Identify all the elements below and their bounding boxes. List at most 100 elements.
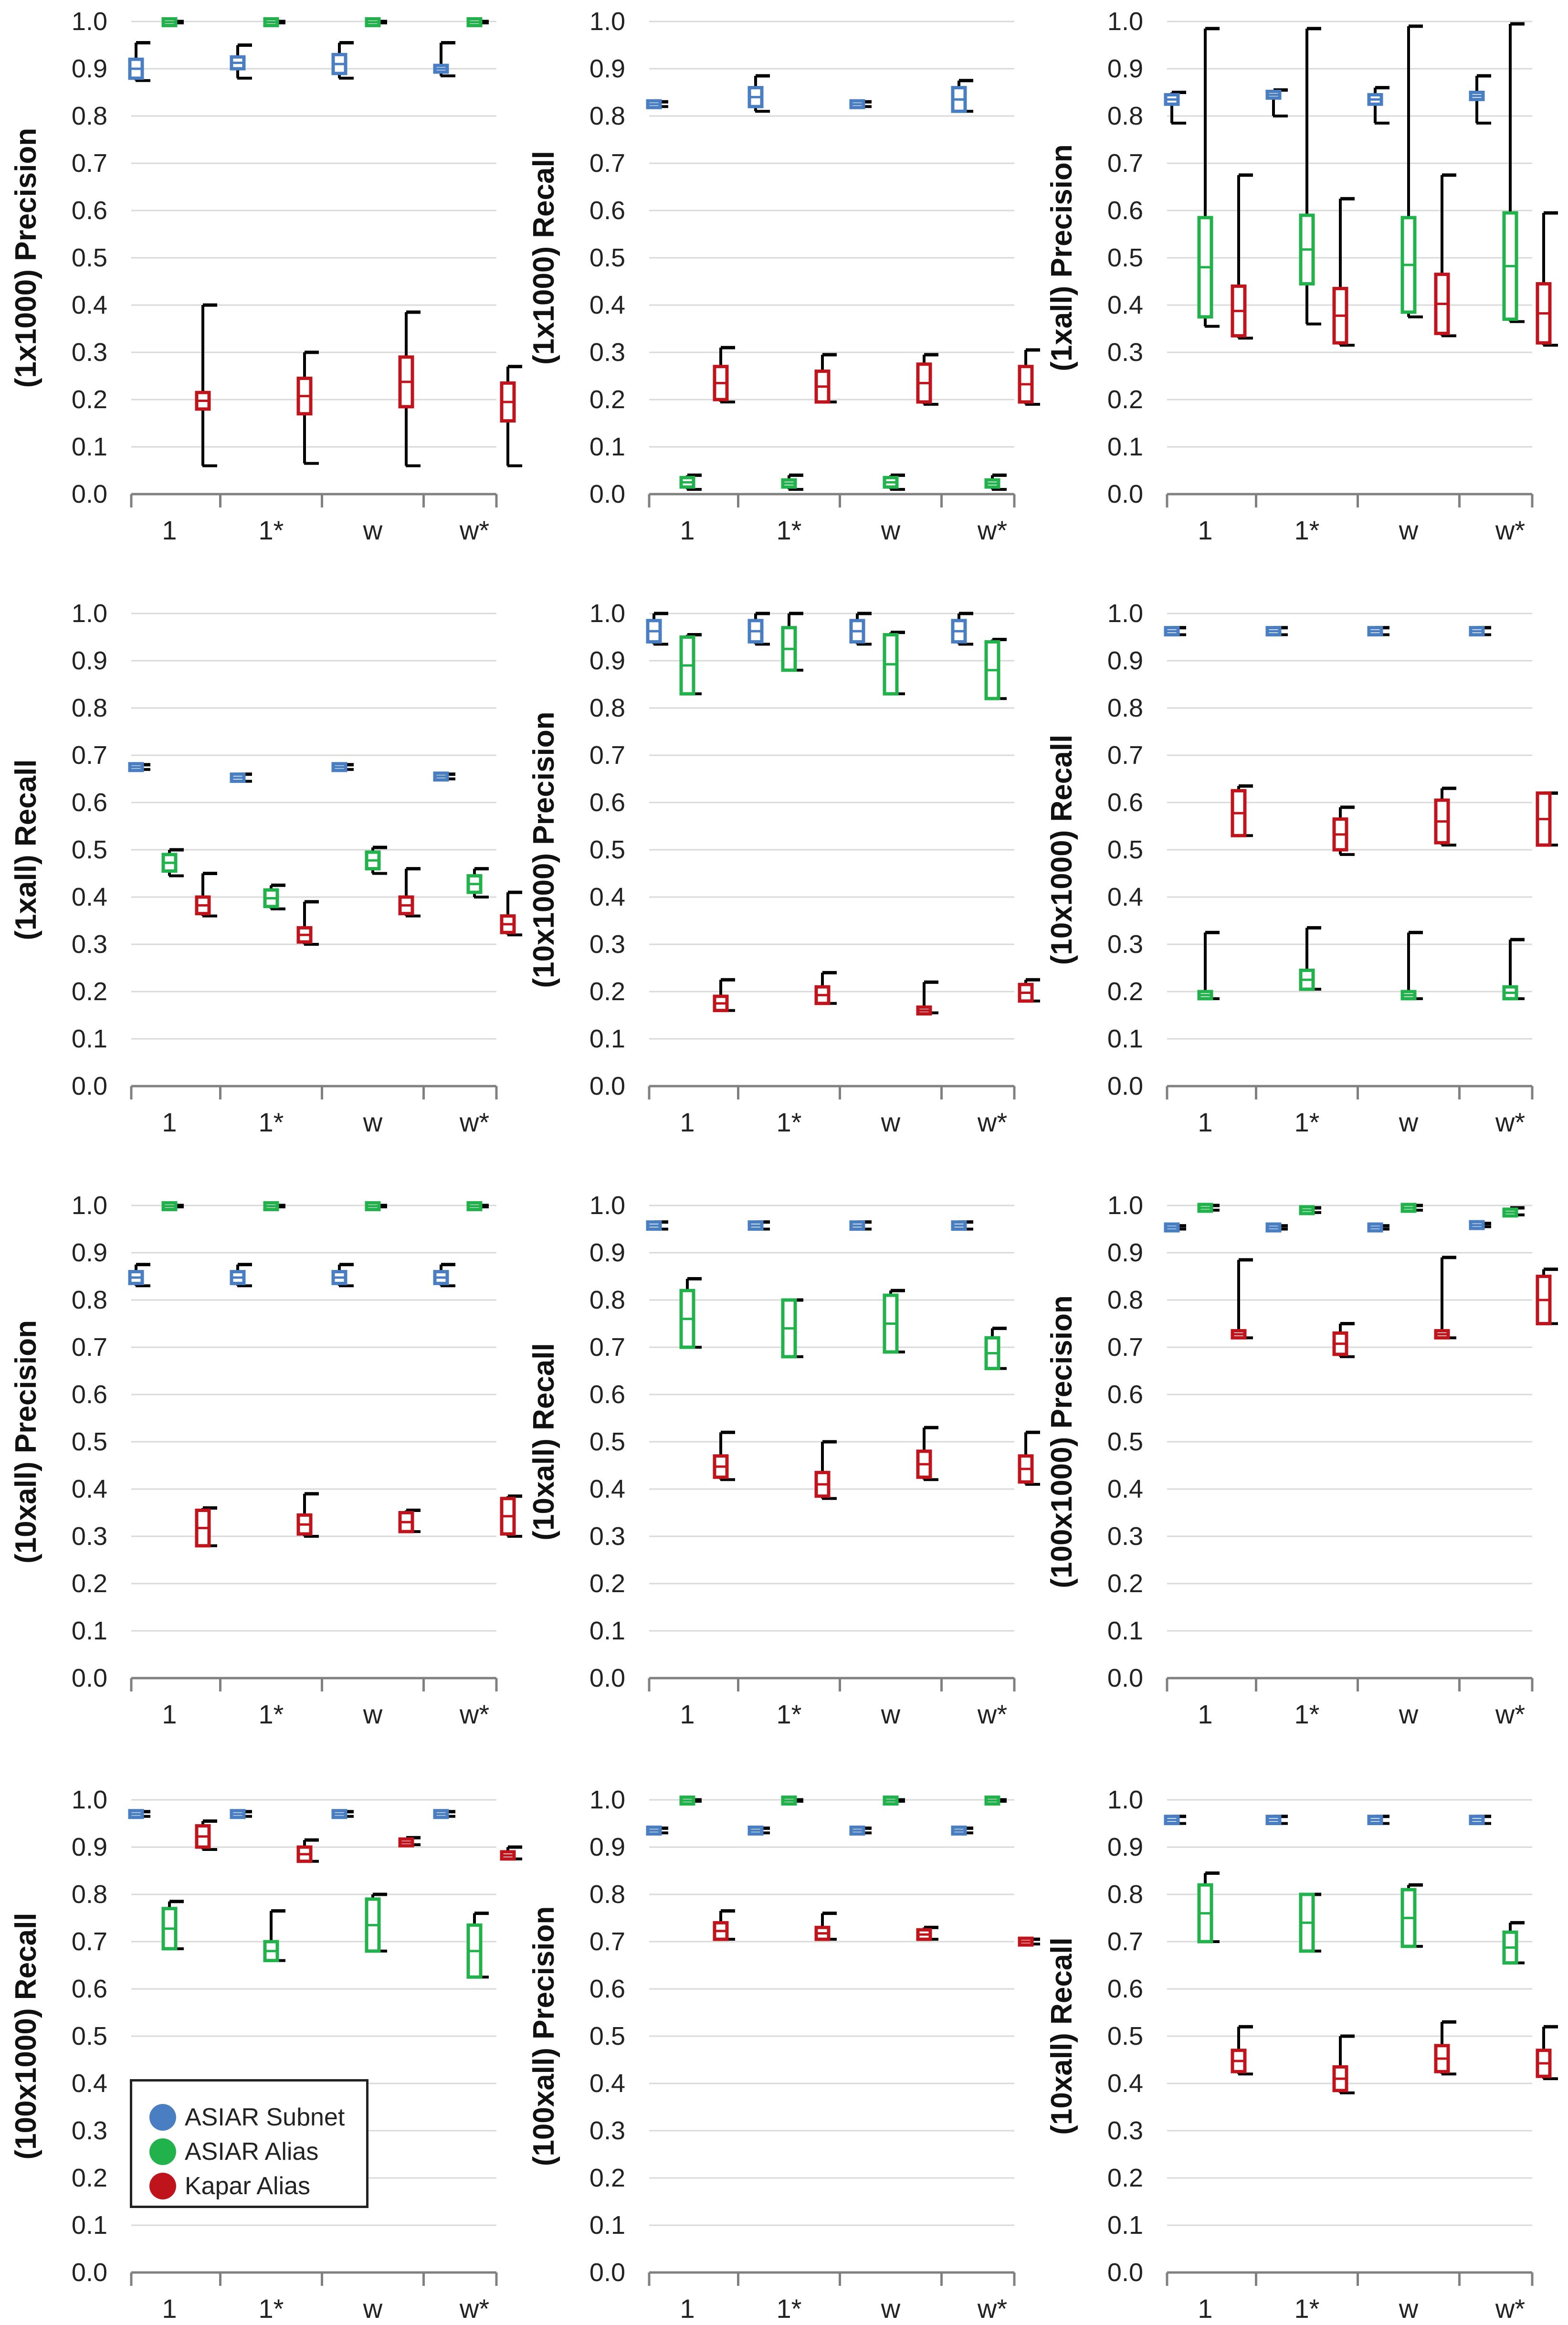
x-tick-label: 1 [1198,1699,1212,1729]
y-tick-label: 0.5 [72,835,107,864]
x-tick-label: 1 [680,515,695,545]
y-tick-label: 0.5 [589,1427,625,1456]
y-tick-label: 0.9 [1107,54,1143,83]
y-tick-label: 0.2 [1107,2164,1143,2192]
x-tick-label: 1* [777,2293,802,2324]
x-tick-label: w* [1495,515,1525,545]
y-tick-label: 0.7 [1107,1927,1143,1956]
y-tick-label: 1.0 [589,1786,625,1814]
y-tick-label: 0.3 [589,1522,625,1551]
y-tick-label: 1.0 [589,7,625,36]
y-tick-label: 1.0 [1107,1191,1143,1220]
y-tick-label: 1.0 [589,1191,625,1220]
y-tick-label: 1.0 [72,1191,107,1220]
y-axis-label: (1x1000) Recall [527,151,560,365]
x-tick-label: 1 [680,1107,695,1137]
y-tick-label: 0.4 [72,291,107,319]
y-tick-label: 0.0 [589,2258,625,2287]
x-tick-label: w [1399,1699,1419,1729]
y-tick-label: 1.0 [1107,7,1143,36]
y-tick-label: 0.7 [589,149,625,178]
y-tick-label: 0.9 [72,646,107,675]
y-tick-label: 0.4 [1107,2069,1143,2098]
legend-item-asiar-alias: ASIAR Alias [149,2135,318,2168]
y-tick-label: 0.0 [1107,1664,1143,1692]
y-tick-label: 0.9 [589,1833,625,1861]
y-tick-label: 0.4 [72,2069,107,2098]
x-tick-label: w* [977,1699,1007,1729]
x-tick-label: w* [1495,1699,1525,1729]
y-tick-label: 0.4 [1107,291,1143,319]
legend-item-kapar-alias: Kapar Alias [149,2169,310,2203]
y-tick-label: 0.5 [72,2022,107,2050]
y-tick-label: 0.1 [1107,433,1143,461]
y-tick-label: 0.5 [72,1427,107,1456]
x-tick-label: 1 [162,1107,177,1137]
y-tick-label: 0.1 [72,433,107,461]
y-tick-label: 0.0 [72,1664,107,1692]
x-tick-label: w [1399,2293,1419,2324]
x-tick-label: 1* [777,1107,802,1137]
y-axis-label: (1xall) Recall [10,759,42,940]
y-tick-label: 0.0 [72,1072,107,1100]
y-tick-label: 0.0 [589,1664,625,1692]
y-tick-label: 0.1 [589,433,625,461]
y-tick-label: 1.0 [72,7,107,36]
legend-label: Kapar Alias [185,2172,311,2200]
x-tick-label: w [881,1107,901,1137]
x-tick-label: 1* [1294,1107,1320,1137]
x-tick-label: w [363,515,383,545]
y-tick-label: 1.0 [72,1786,107,1814]
y-axis-label: (10x1000) Recall [1045,735,1078,965]
y-tick-label: 0.6 [589,1380,625,1409]
y-axis-label: (10xall) Precision [10,1320,42,1564]
y-tick-label: 0.5 [1107,1427,1143,1456]
y-tick-label: 0.0 [1107,480,1143,508]
y-tick-label: 0.8 [72,1286,107,1314]
y-tick-label: 0.1 [72,1025,107,1053]
x-tick-label: 1 [1198,515,1212,545]
y-tick-label: 0.5 [589,243,625,272]
y-tick-label: 0.3 [589,930,625,959]
y-tick-label: 0.4 [72,1475,107,1503]
y-axis-label: (100xall) Precision [527,1906,560,2166]
y-tick-label: 0.9 [589,54,625,83]
x-tick-label: 1* [1294,2293,1320,2324]
x-tick-label: w* [1495,2293,1525,2324]
y-tick-label: 0.3 [72,2116,107,2145]
x-tick-label: w* [1495,1107,1525,1137]
y-axis-label: (10xall) Recall [1045,1937,1078,2135]
y-tick-label: 0.9 [1107,1238,1143,1267]
x-tick-label: 1 [162,2293,177,2324]
y-tick-label: 0.8 [72,694,107,722]
x-tick-label: w [363,1699,383,1729]
y-axis-label: (10x1000) Precision [527,711,560,988]
y-tick-label: 0.4 [72,883,107,911]
legend-swatch-asiar-subnet [149,2104,176,2131]
y-tick-label: 0.5 [589,2022,625,2050]
x-tick-label: w [881,2293,901,2324]
x-tick-label: w [363,1107,383,1137]
y-tick-label: 0.1 [589,1025,625,1053]
y-tick-label: 0.0 [72,2258,107,2287]
legend: ASIAR Subnet ASIAR Alias Kapar Alias [130,2079,368,2208]
y-tick-label: 0.4 [589,291,625,319]
y-tick-label: 0.3 [589,338,625,367]
y-tick-label: 0.1 [1107,2211,1143,2240]
y-tick-label: 0.5 [1107,2022,1143,2050]
y-tick-label: 0.4 [589,2069,625,2098]
y-tick-label: 0.7 [72,1333,107,1362]
y-tick-label: 0.8 [589,102,625,130]
y-tick-label: 0.2 [1107,977,1143,1006]
y-tick-label: 0.0 [589,1072,625,1100]
y-tick-label: 0.7 [1107,741,1143,770]
y-tick-label: 0.3 [1107,2116,1143,2145]
y-tick-label: 0.7 [1107,149,1143,178]
y-tick-label: 0.8 [72,1880,107,1909]
y-tick-label: 0.8 [589,1286,625,1314]
x-tick-label: 1* [1294,1699,1320,1729]
y-tick-label: 0.2 [589,385,625,414]
legend-item-asiar-subnet: ASIAR Subnet [149,2101,345,2134]
y-tick-label: 1.0 [72,599,107,628]
